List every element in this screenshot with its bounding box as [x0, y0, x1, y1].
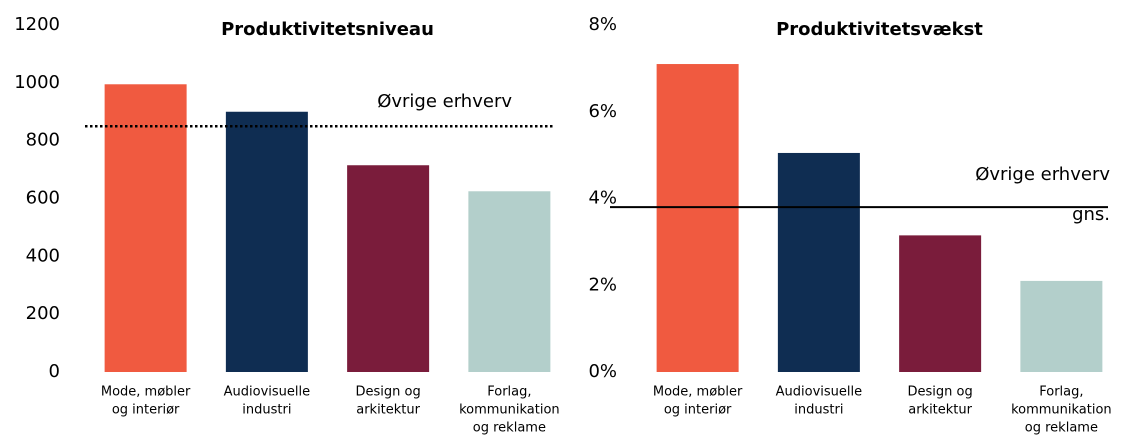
reference-label: Øvrige erhverv [975, 164, 1110, 185]
x-tick-label: Audiovisuelle [224, 385, 311, 400]
chart-title: Produktivitetsniveau [221, 19, 434, 40]
y-tick-label: 1200 [14, 14, 60, 35]
y-tick-label: 0 [49, 361, 60, 382]
x-tick-label: industri [242, 403, 291, 418]
bar [899, 235, 982, 372]
bar [225, 111, 308, 372]
x-tick-label: Mode, møbler [101, 385, 191, 400]
bar [1020, 280, 1103, 372]
reference-label: Øvrige erhverv [377, 91, 512, 112]
x-tick-label: Mode, møbler [653, 385, 743, 400]
y-tick-label: 400 [26, 245, 60, 266]
reference-label: gns. [1072, 204, 1110, 225]
x-tick-label: industri [794, 403, 843, 418]
y-tick-label: 4% [588, 188, 617, 209]
x-tick-label: Forlag, [487, 385, 531, 400]
y-tick-label: 6% [588, 101, 617, 122]
x-tick-label: Audiovisuelle [776, 385, 863, 400]
x-tick-label: kommunikation [459, 403, 560, 418]
bar [777, 152, 860, 372]
y-tick-label: 2% [588, 274, 617, 295]
bar [104, 84, 187, 372]
x-tick-label: og interiør [664, 403, 732, 418]
x-tick-label: og reklame [473, 421, 546, 436]
x-tick-label: arkitektur [356, 403, 420, 418]
y-tick-label: 8% [588, 14, 617, 35]
x-tick-label: og reklame [1025, 421, 1098, 436]
x-tick-label: og interiør [112, 403, 180, 418]
y-tick-label: 0% [588, 361, 617, 382]
bar [468, 191, 551, 372]
y-tick-label: 1000 [14, 72, 60, 93]
y-tick-label: 800 [26, 130, 60, 151]
bar [656, 64, 739, 372]
y-tick-label: 600 [26, 188, 60, 209]
y-tick-label: 200 [26, 303, 60, 324]
x-tick-label: Design og [356, 385, 421, 400]
chart-title: Produktivitetsvækst [776, 19, 983, 40]
x-tick-label: Design og [908, 385, 973, 400]
x-tick-label: Forlag, [1039, 385, 1083, 400]
x-tick-label: arkitektur [908, 403, 972, 418]
bar [347, 165, 430, 372]
x-tick-label: kommunikation [1011, 403, 1112, 418]
